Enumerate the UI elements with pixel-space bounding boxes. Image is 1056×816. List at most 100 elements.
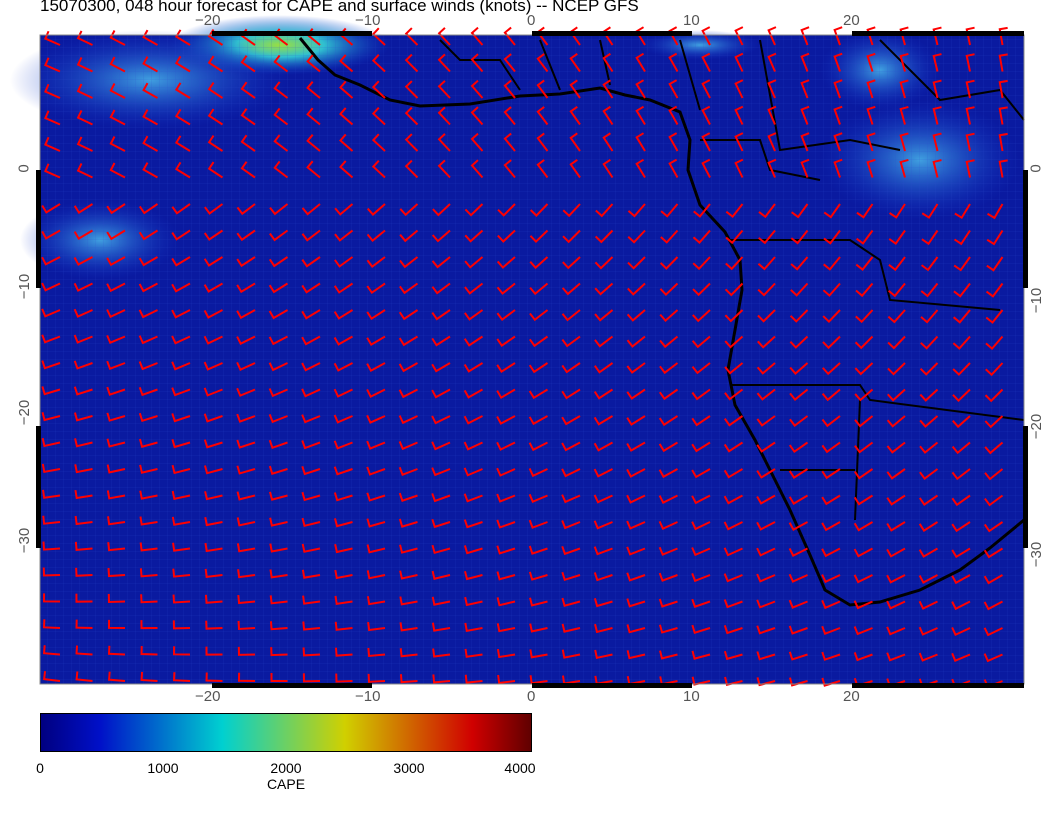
wind-barb [594, 335, 614, 348]
wind-barb [918, 547, 939, 558]
wind-barb [723, 415, 744, 427]
wind-barb [41, 437, 61, 448]
wind-barb [734, 52, 744, 72]
wind-barb [887, 309, 906, 324]
wind-barb [171, 464, 191, 475]
wind-barb [561, 309, 581, 322]
wind-barb [561, 571, 581, 582]
wind-barb [626, 362, 646, 374]
wind-barb [463, 335, 484, 347]
wind-barb [821, 415, 841, 428]
wind-barb [593, 520, 613, 530]
wind-barb [788, 573, 808, 583]
wind-barb [301, 362, 321, 372]
wind-barb [236, 543, 256, 553]
wind-barb [692, 256, 711, 271]
wind-barb [236, 229, 256, 242]
wind-barb [734, 158, 744, 178]
wind-barb [236, 309, 256, 320]
wind-barb [138, 256, 159, 267]
wind-barb [529, 675, 548, 685]
wind-barb [463, 545, 483, 555]
wind-barb [635, 132, 646, 152]
wind-barb [724, 388, 744, 401]
wind-barb [367, 621, 386, 632]
wind-barb [986, 256, 1004, 272]
wind-barb [334, 518, 353, 528]
wind-barb [203, 465, 223, 475]
colorbar-tick: 4000 [504, 760, 536, 776]
wind-barb [983, 627, 1003, 637]
wind-barb [528, 362, 549, 374]
wind-barb [142, 29, 158, 46]
wind-barb [74, 438, 93, 448]
wind-barb [854, 335, 874, 350]
wind-barb [237, 646, 256, 656]
wind-barb [41, 203, 61, 214]
wind-barb [562, 203, 581, 218]
wind-barb [821, 547, 841, 558]
wind-barb [529, 203, 549, 217]
wind-barb [800, 132, 810, 152]
wind-barb [106, 203, 126, 215]
wind-barb [951, 441, 971, 455]
wind-barb [767, 105, 777, 125]
wind-barb [701, 132, 711, 152]
wind-barb [333, 466, 353, 476]
lon-tick-top: −20 [195, 12, 221, 29]
wind-barb [306, 81, 321, 99]
wind-barb [496, 335, 516, 347]
wind-barb [528, 388, 549, 400]
wind-barb [660, 229, 679, 244]
wind-barb [658, 441, 679, 453]
wind-barb [626, 650, 646, 660]
wind-barb [496, 467, 516, 477]
wind-barb [236, 439, 256, 449]
wind-barb [207, 81, 224, 99]
wind-barb [204, 594, 223, 604]
wind-barb [593, 598, 613, 608]
wind-barb [431, 388, 451, 399]
wind-barb [998, 159, 1008, 178]
wind-barb [919, 388, 939, 402]
wind-barb [42, 593, 61, 603]
wind-barb [951, 627, 971, 637]
wind-barb [854, 362, 874, 376]
wind-barb [724, 309, 744, 323]
wind-barb [626, 546, 646, 556]
wind-barb [41, 334, 61, 344]
wind-barb [236, 413, 256, 423]
wind-barb [204, 203, 224, 215]
wind-barb [821, 468, 841, 480]
wind-barb [302, 647, 321, 657]
wind-barb [42, 541, 61, 551]
wind-barb [203, 413, 223, 423]
wind-barb [691, 572, 711, 583]
lon-tick-bottom: 10 [683, 688, 700, 705]
wind-barb [404, 159, 419, 179]
wind-barb [821, 521, 841, 532]
wind-barb [984, 388, 1004, 403]
wind-barb [854, 441, 874, 454]
wind-barb [920, 309, 939, 324]
wind-barb [692, 282, 711, 297]
wind-barb [203, 335, 223, 345]
wind-barb [107, 542, 126, 552]
wind-barb [788, 494, 809, 506]
wind-barb [142, 162, 158, 179]
wind-barb [899, 52, 909, 72]
wind-barb [240, 55, 256, 73]
wind-barb [464, 674, 483, 684]
wind-barb [658, 494, 678, 505]
wind-barb [536, 159, 549, 179]
wind-barb [437, 27, 451, 46]
wind-barb [268, 414, 288, 424]
wind-barb [41, 256, 61, 266]
wind-barb [497, 229, 516, 243]
wind-barb [561, 494, 581, 504]
wind-barb [593, 441, 613, 452]
wind-barb [951, 521, 971, 533]
wind-barb [561, 623, 581, 633]
wind-barb [431, 570, 451, 580]
wind-barb [366, 440, 386, 450]
